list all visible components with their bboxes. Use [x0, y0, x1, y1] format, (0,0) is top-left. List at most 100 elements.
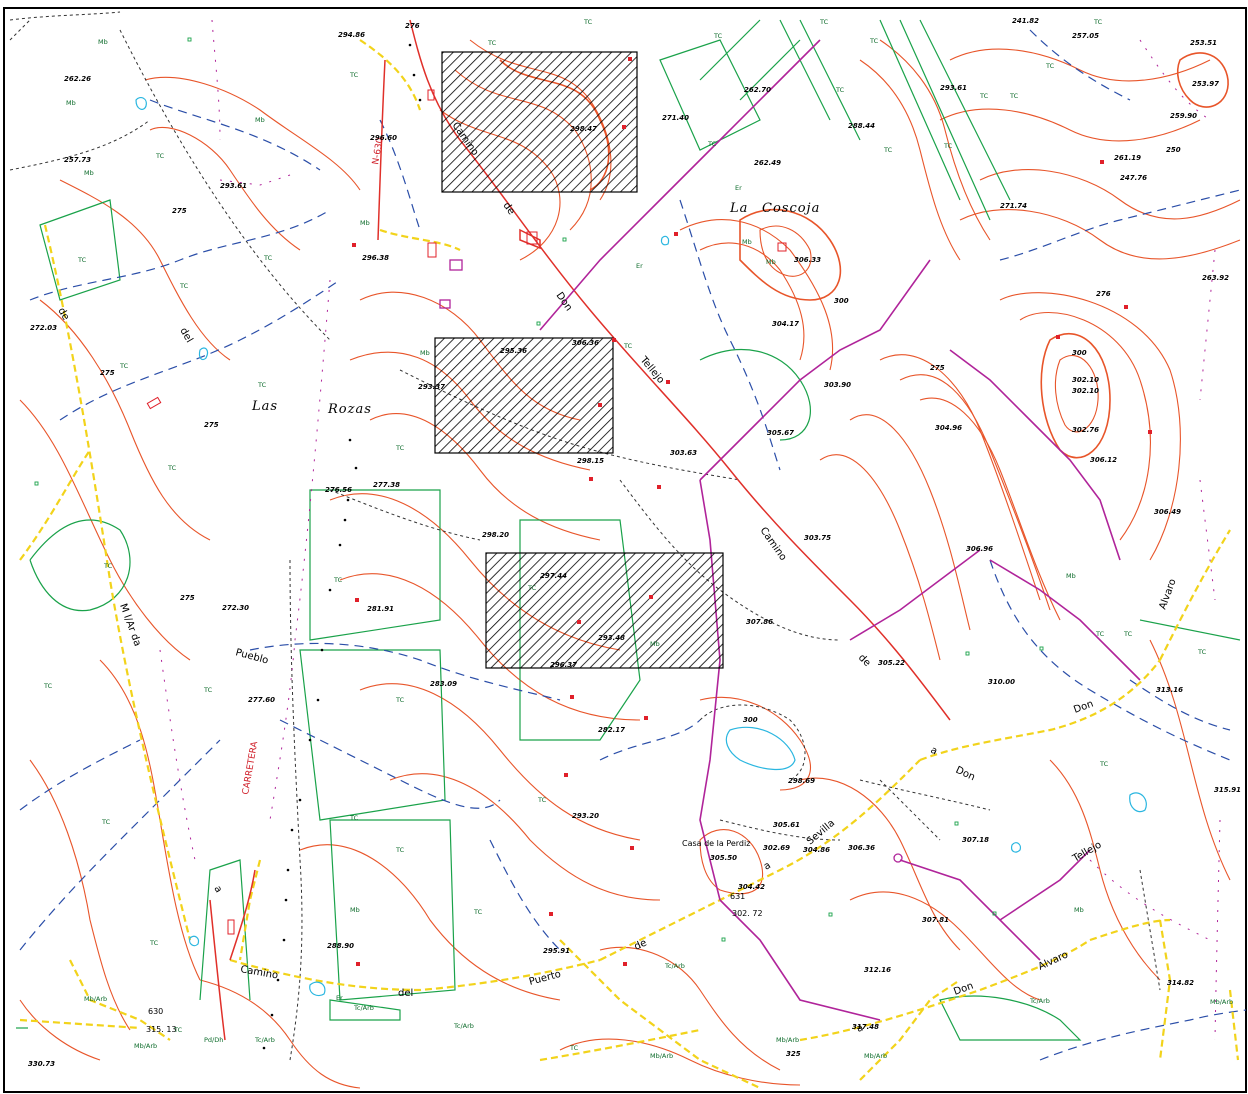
- spot-elevation: 262.26: [64, 75, 91, 83]
- veg-code: TC: [943, 142, 953, 150]
- spot-elevation: 307.81: [922, 916, 949, 924]
- spot-elevation: 275: [204, 421, 219, 429]
- veg-code: Pd/Dh: [204, 1036, 223, 1044]
- road-label-a: a: [855, 1022, 865, 1034]
- veg-code: Mb: [98, 38, 108, 46]
- spot-elevations: 294.86 276 262.26 257.73 293.61 275 272.…: [28, 17, 1241, 1068]
- spot-elevation: 276: [1096, 290, 1111, 298]
- spot-elevation: 282.17: [598, 726, 625, 734]
- veg-code: Mb/Arb: [134, 1042, 157, 1050]
- spot-elevation: 283.09: [430, 680, 457, 688]
- road-label-a: a: [929, 745, 939, 758]
- hatched-area-south: [485, 552, 724, 669]
- spot-elevation: 306.33: [794, 256, 821, 264]
- spot-elevation: 298.69: [788, 777, 815, 785]
- place-label: Rozas: [327, 402, 372, 417]
- spot-elevation: 306.36: [848, 844, 875, 852]
- veg-code: TC: [349, 71, 359, 79]
- spot-elevation: 276.56: [325, 486, 352, 494]
- spot-elevation: 288.90: [327, 942, 354, 950]
- veg-code: TC: [257, 381, 267, 389]
- spot-elevation: 277.60: [248, 696, 275, 704]
- spot-elevation: 306.12: [1090, 456, 1117, 464]
- spot-elevation: 298.47: [570, 125, 597, 133]
- veg-code: TC: [173, 1026, 183, 1034]
- spot-elevation: 300: [834, 297, 849, 305]
- spot-elevation: 293.48: [598, 634, 625, 642]
- veg-code: TC: [1093, 18, 1103, 26]
- veg-code: Mb: [84, 169, 94, 177]
- study-areas: [434, 51, 724, 669]
- spot-elevation: 261.19: [1114, 154, 1141, 162]
- veg-code: TC: [43, 682, 53, 690]
- place-label: Casa de la Perdiz: [682, 839, 750, 848]
- veg-code: TC: [167, 464, 177, 472]
- spot-elevation: 275: [180, 594, 195, 602]
- pond-top: [135, 96, 147, 110]
- veg-code: Mb: [66, 99, 76, 107]
- spot-elevation: 300: [1072, 349, 1087, 357]
- veg-code: Er: [735, 184, 742, 192]
- spot-elevation: 293.61: [220, 182, 247, 190]
- pond-small: [1011, 842, 1021, 853]
- spot-elevation: 275: [100, 369, 115, 377]
- veg-code: Mb/Arb: [1210, 998, 1233, 1006]
- spot-elevation: 288.44: [848, 122, 875, 130]
- spot-elevation: 241.82: [1012, 17, 1039, 25]
- veg-code: TC: [395, 444, 405, 452]
- veg-code: TC: [349, 814, 359, 822]
- veg-code: TC: [333, 576, 343, 584]
- map-frame: [3, 7, 1247, 1093]
- veg-code: TC: [101, 818, 111, 826]
- veg-code: TC: [77, 256, 87, 264]
- spot-elevation: 271.74: [1000, 202, 1027, 210]
- road-label-de: de: [55, 306, 71, 322]
- veg-code: TC: [1045, 62, 1055, 70]
- pond-left: [198, 347, 209, 361]
- spot-elevation: 262.49: [754, 159, 781, 167]
- spot-elevation: 302.69: [763, 844, 790, 852]
- spot-elevation: 310.00: [988, 678, 1015, 686]
- place-names: Las Rozas La Coscoja Casa de la Perdiz: [251, 201, 819, 848]
- veg-code: TC: [119, 362, 129, 370]
- veg-code: Tc/Arb: [1029, 997, 1050, 1005]
- spot-elevation: 295.91: [543, 947, 570, 955]
- water-bodies: [135, 96, 1147, 997]
- veg-code: TC: [583, 18, 593, 26]
- veg-code: TC: [713, 32, 723, 40]
- spot-elevation: 314.82: [1167, 979, 1194, 987]
- veg-code: TC: [473, 908, 483, 916]
- veg-code: TC: [569, 1044, 579, 1052]
- spot-elevation: 272.03: [30, 324, 57, 332]
- veg-code: Tc/Arb: [353, 1004, 374, 1012]
- spot-elevation: 302.76: [1072, 426, 1099, 434]
- veg-code: TC: [707, 140, 717, 148]
- veg-code: Mb/Arb: [650, 1052, 673, 1060]
- spot-elevation: 293.37: [418, 383, 445, 391]
- veg-code: Mb/Arb: [864, 1052, 887, 1060]
- veg-code: Tc/Arb: [664, 962, 685, 970]
- green-markers: [34, 37, 1044, 942]
- veg-code: Mb: [1074, 906, 1084, 914]
- veg-code: TC: [819, 18, 829, 26]
- veg-code: TC: [527, 584, 537, 592]
- veg-code: Tc/Arb: [453, 1022, 474, 1030]
- spot-elevation: 302.10: [1072, 376, 1099, 384]
- spot-elevation: 330.73: [28, 1060, 55, 1068]
- spot-elevation: 247.76: [1120, 174, 1147, 182]
- spot-elevation: 271.40: [662, 114, 689, 122]
- veg-code: Mb: [766, 258, 776, 266]
- place-label: Las: [251, 399, 278, 414]
- pond-right: [1129, 792, 1147, 813]
- road-label-de: de: [633, 937, 649, 952]
- spot-elevation: 303.63: [670, 449, 697, 457]
- hatched-area-middle: [434, 337, 614, 454]
- vegetation-codes: Mb Mb Mb Mb TC TC TC TC TC TC TC TC TC T…: [43, 18, 1233, 1060]
- veg-code: TC: [1123, 630, 1133, 638]
- veg-code: Mb: [360, 219, 370, 227]
- veg-code: TC: [869, 37, 879, 45]
- veg-code: Mb: [420, 349, 430, 357]
- roads-yellow: [19, 39, 1240, 1089]
- spot-elevation: 250: [1166, 146, 1181, 154]
